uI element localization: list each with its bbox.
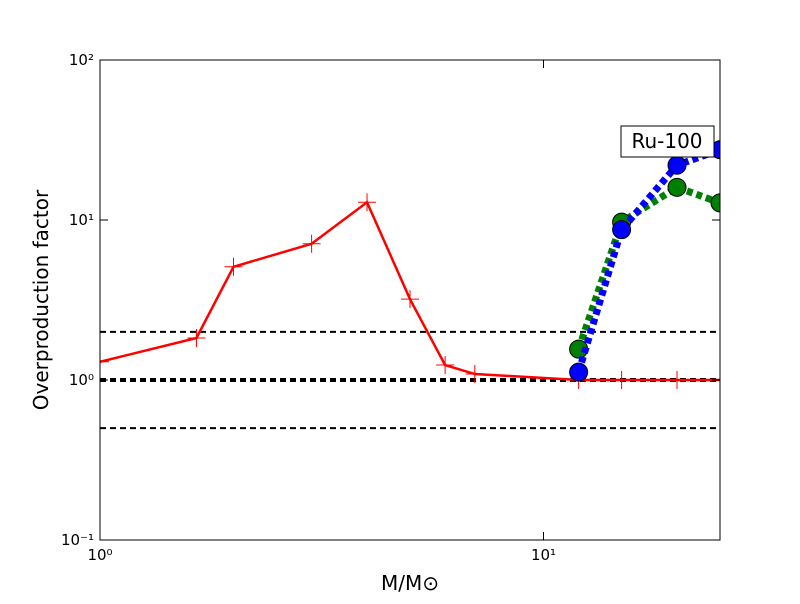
marker xyxy=(667,155,687,175)
y-tick-label: 10⁻¹ xyxy=(61,531,94,549)
annotation-box xyxy=(620,125,715,158)
marker xyxy=(401,290,419,309)
marker xyxy=(710,193,720,213)
annotation: Ru-100 xyxy=(631,129,702,153)
x-tick-label: 10¹ xyxy=(531,546,556,564)
marker xyxy=(612,220,632,240)
marker xyxy=(436,356,455,375)
series-line xyxy=(575,146,720,374)
marker xyxy=(465,365,484,384)
plot-area xyxy=(100,140,720,430)
marker xyxy=(612,371,631,389)
y-tick-label: 10² xyxy=(69,51,94,69)
x-axis-label: M/M⊙ xyxy=(381,571,439,595)
marker xyxy=(569,362,589,382)
y-tick-label: 10⁰ xyxy=(69,371,94,389)
marker xyxy=(224,257,243,276)
marker xyxy=(302,234,321,253)
marker xyxy=(187,329,206,348)
axes-frame xyxy=(99,59,721,541)
series-line xyxy=(100,200,720,382)
marker xyxy=(358,193,377,212)
series-line xyxy=(575,183,720,351)
marker xyxy=(667,177,687,197)
marker xyxy=(668,371,687,389)
x-tick-label: 10⁰ xyxy=(87,546,112,564)
y-axis-label: Overproduction factor xyxy=(29,189,53,410)
marker xyxy=(100,352,109,371)
y-tick-label: 10¹ xyxy=(69,211,94,229)
